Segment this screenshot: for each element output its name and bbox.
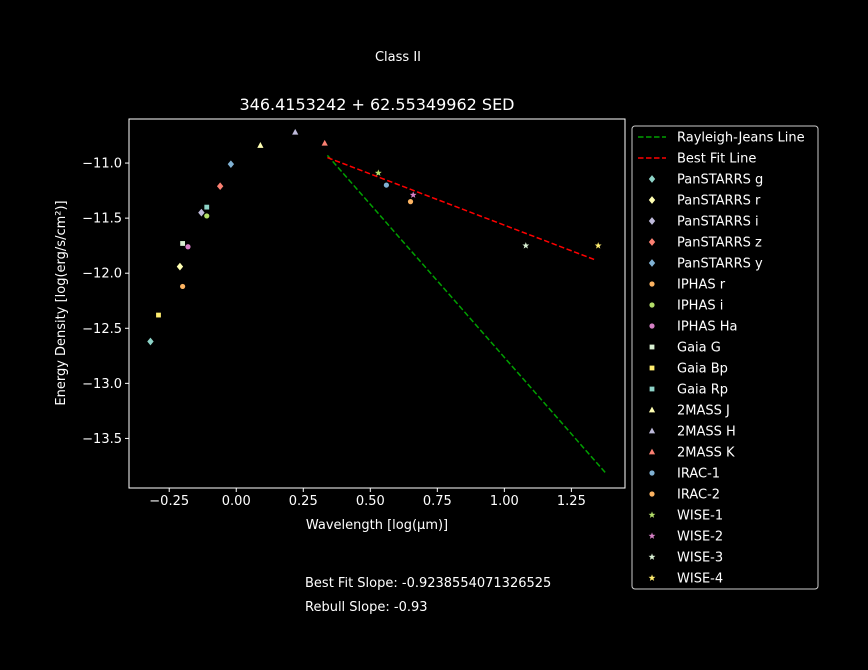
x-tick-label: 0.50 [356,494,385,509]
point-iphas-r [180,283,186,290]
chart-legend: Rayleigh-Jeans Line Best Fit Line PanSTARR… [631,125,819,590]
legend-label: IRAC-1 [677,467,720,482]
rebull-slope-text: Rebull Slope: -0.93 [305,600,428,615]
legend-marker-swatch [649,302,655,308]
point-wise-3 [522,242,530,249]
x-tick-label: −0.25 [149,494,189,509]
y-axis-label: Energy Density [log(erg/s/cm²)] [54,200,69,405]
point-irac-1 [383,182,389,188]
y-axis-ticks: −11.0 −11.5 −12.0 −12.5 −13.0 −13.5 [82,157,129,447]
legend-label: WISE-3 [677,551,723,566]
legend-marker-swatch [648,238,656,246]
legend-marker-swatch [648,217,656,225]
point-wise-4 [594,242,602,249]
legend-label: IPHAS Ha [677,320,737,335]
legend-marker-swatch [648,553,656,560]
point-panstarrs-r [176,262,184,271]
point-gaia-rp [204,204,210,210]
legend-marker-swatch [648,448,656,455]
data-points [147,128,602,346]
point-irac-2 [407,199,414,205]
legend-label: 2MASS H [677,425,736,440]
legend-label: PanSTARRS g [677,173,763,188]
x-tick-label: 1.00 [490,494,519,509]
legend-marker-swatch [648,196,656,204]
x-axis-label: Wavelength [log(μm)] [306,518,448,533]
x-tick-label: 0.00 [222,494,251,509]
point-panstarrs-g [147,337,154,346]
point-iphas-ha [185,244,191,250]
legend-marker-swatch [648,532,656,539]
point-wise-1 [374,169,382,176]
legend-label: IRAC-2 [677,488,720,503]
y-tick-label: −11.0 [82,157,122,172]
legend-label: Gaia G [677,341,721,356]
legend-label: IPHAS i [677,299,723,314]
point-2mass-h [292,128,299,135]
legend-marker-swatch [649,365,655,371]
point-2mass-k [321,139,328,146]
legend-marker-swatch [649,323,655,329]
x-tick-label: 0.75 [423,494,452,509]
legend-label: PanSTARRS y [677,257,763,272]
legend-marker-swatch [648,574,656,581]
legend-label: PanSTARRS z [677,236,762,251]
figure-suptitle: Class II [375,50,421,65]
legend-frame [631,125,819,590]
rayleigh-jeans-line [326,154,607,475]
legend-label: WISE-1 [677,509,723,524]
x-axis-ticks: −0.25 0.00 0.25 0.50 0.75 1.00 1.25 [149,488,586,509]
point-panstarrs-i [198,208,205,217]
legend-label: Best Fit Line [677,152,756,167]
y-tick-label: −13.0 [82,377,122,392]
legend-label: WISE-2 [677,530,723,545]
legend-label: 2MASS J [677,404,730,419]
legend-label: IPHAS r [677,278,726,293]
best-fit-slope-text: Best Fit Slope: -0.9238554071326525 [305,576,552,591]
legend-marker-swatch [648,427,656,434]
legend-marker-swatch [649,386,655,392]
y-tick-label: −12.0 [82,267,122,282]
legend-label: 2MASS K [677,446,735,461]
legend-marker-swatch [648,259,656,267]
y-tick-label: −12.5 [82,322,122,337]
legend-label: WISE-4 [677,572,723,587]
legend-marker-swatch [649,470,655,476]
point-panstarrs-y [227,160,235,169]
point-gaia-bp [156,312,161,318]
legend-marker-swatch [649,344,655,350]
plot-area [128,118,626,489]
legend-label: Gaia Rp [677,383,728,398]
y-tick-label: −13.5 [82,432,122,447]
legend-label: Gaia Bp [677,362,728,377]
x-tick-label: 1.25 [557,494,586,509]
point-2mass-j [257,142,264,148]
point-gaia-g [180,241,186,246]
chart-title: 346.4153242 + 62.55349962 SED [239,95,514,114]
legend-label: PanSTARRS i [677,215,759,230]
legend-label: Rayleigh-Jeans Line [677,131,805,146]
legend-marker-swatch [648,406,656,413]
legend-marker-swatch [648,511,656,518]
x-tick-label: 0.25 [289,494,318,509]
legend-marker-swatch [649,281,655,287]
fit-lines [326,154,607,475]
legend-label: PanSTARRS r [677,194,761,209]
point-iphas-i [204,213,210,219]
point-panstarrs-z [216,182,224,191]
y-tick-label: −11.5 [82,212,122,227]
legend-marker-swatch [649,491,655,497]
point-wise-2 [409,191,417,198]
legend-marker-swatch [648,175,656,183]
